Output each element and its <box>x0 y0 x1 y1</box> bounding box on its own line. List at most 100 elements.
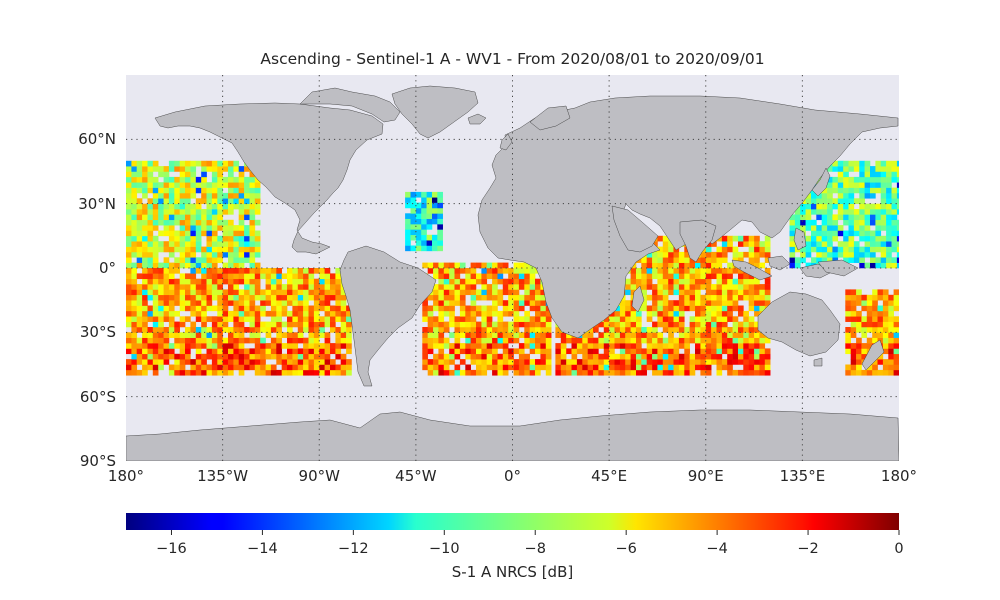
nrcs-cell <box>566 348 572 355</box>
nrcs-cell <box>652 327 658 333</box>
nrcs-cell <box>217 241 223 247</box>
nrcs-cell <box>689 268 696 274</box>
nrcs-cell <box>313 310 320 317</box>
nrcs-cell <box>174 268 180 274</box>
nrcs-cell <box>492 305 498 312</box>
nrcs-cell <box>422 359 428 365</box>
nrcs-cell <box>136 348 143 355</box>
nrcs-cell <box>185 343 191 349</box>
nrcs-cell <box>759 364 766 371</box>
nrcs-cell <box>287 284 293 290</box>
nrcs-cell <box>131 166 138 172</box>
nrcs-cell <box>668 273 674 280</box>
nrcs-cell <box>864 214 871 221</box>
nrcs-cell <box>593 337 599 344</box>
nrcs-cell <box>872 369 878 376</box>
nrcs-cell <box>222 369 229 376</box>
nrcs-cell <box>764 348 771 355</box>
nrcs-cell <box>179 294 186 301</box>
nrcs-cell <box>254 348 261 355</box>
nrcs-cell <box>254 187 261 194</box>
nrcs-cell <box>438 305 445 312</box>
nrcs-cell <box>126 241 132 247</box>
longitude-label: 180° <box>880 467 918 485</box>
nrcs-cell <box>827 225 833 231</box>
nrcs-cell <box>185 294 191 301</box>
nrcs-cell <box>893 343 899 349</box>
nrcs-cell <box>748 337 755 344</box>
nrcs-cell <box>875 219 882 226</box>
nrcs-cell <box>827 182 833 188</box>
nrcs-cell <box>303 289 309 296</box>
nrcs-cell <box>211 364 218 371</box>
nrcs-cell <box>335 353 342 360</box>
nrcs-cell <box>228 209 234 215</box>
nrcs-cell <box>657 268 664 274</box>
nrcs-cell <box>249 300 256 306</box>
nrcs-cell <box>324 284 331 290</box>
nrcs-cell <box>201 343 207 349</box>
nrcs-cell <box>185 359 191 365</box>
arctic-archipelago <box>299 87 401 123</box>
nrcs-cell <box>587 343 594 349</box>
nrcs-cell <box>254 321 261 328</box>
nrcs-cell <box>158 305 164 312</box>
nrcs-cell <box>754 348 760 355</box>
nrcs-cell <box>721 337 728 344</box>
nrcs-cell <box>743 235 749 242</box>
nrcs-cell <box>201 166 207 172</box>
nrcs-cell <box>524 310 530 317</box>
nrcs-cell <box>222 310 229 317</box>
nrcs-cell <box>142 251 148 258</box>
nrcs-cell <box>870 182 876 188</box>
nrcs-cell <box>190 166 197 172</box>
nrcs-cell <box>249 257 256 263</box>
nrcs-cell <box>721 235 728 242</box>
nrcs-cell <box>721 273 728 280</box>
nrcs-cell <box>832 166 839 172</box>
nrcs-cell <box>254 182 261 188</box>
nrcs-cell <box>843 160 849 167</box>
nrcs-cell <box>201 359 207 365</box>
nrcs-cell <box>689 321 696 328</box>
nrcs-cell <box>228 364 234 371</box>
nrcs-cell <box>228 182 234 188</box>
nrcs-cell <box>254 332 261 338</box>
nrcs-cell <box>845 369 851 376</box>
nrcs-cell <box>821 235 828 242</box>
nrcs-cell <box>652 241 658 247</box>
nrcs-cell <box>206 305 213 312</box>
nrcs-cell <box>211 369 218 376</box>
nrcs-cell <box>524 294 530 301</box>
nrcs-cell <box>805 209 812 215</box>
nrcs-cell <box>657 359 664 365</box>
nrcs-cell <box>619 321 626 328</box>
nrcs-cell <box>147 214 154 221</box>
nrcs-cell <box>324 294 331 301</box>
nrcs-cell <box>609 316 615 322</box>
nrcs-cell <box>415 245 422 252</box>
nrcs-cell <box>163 225 170 231</box>
nrcs-cell <box>716 278 723 285</box>
nrcs-cell <box>529 294 536 301</box>
nrcs-cell <box>816 176 822 183</box>
nrcs-cell <box>330 364 336 371</box>
nrcs-cell <box>142 182 148 188</box>
nrcs-cell <box>136 327 143 333</box>
nrcs-cell <box>244 203 250 210</box>
nrcs-cell <box>260 337 266 344</box>
nrcs-cell <box>497 273 504 280</box>
nrcs-cell <box>432 234 438 241</box>
nrcs-cell <box>470 343 477 349</box>
nrcs-cell <box>486 294 493 301</box>
nrcs-cell <box>875 171 882 178</box>
nrcs-cell <box>254 235 261 242</box>
nrcs-cell <box>244 348 250 355</box>
nrcs-cell <box>470 337 477 344</box>
nrcs-cell <box>185 171 191 178</box>
nrcs-cell <box>518 294 525 301</box>
nrcs-cell <box>470 369 477 376</box>
nrcs-cell <box>492 262 498 269</box>
nrcs-cell <box>716 321 723 328</box>
nrcs-cell <box>249 332 256 338</box>
